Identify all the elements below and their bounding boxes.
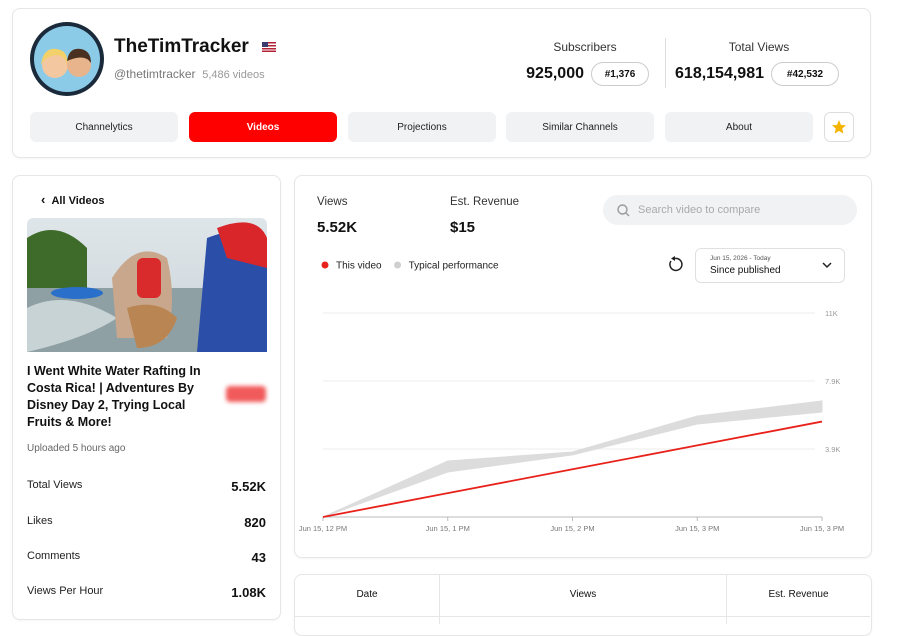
views-label: Total Views bbox=[728, 40, 790, 54]
favorite-button[interactable] bbox=[824, 112, 854, 142]
table-header: Views bbox=[569, 589, 597, 600]
summary-value: 5.52K bbox=[317, 219, 358, 236]
search-placeholder: Search video to compare bbox=[638, 204, 761, 216]
subscribers-value: 925,000 bbox=[526, 65, 584, 82]
subscribers-rank: #1,376 bbox=[591, 62, 649, 86]
date-picker[interactable]: Jun 15, 2026 - Today Since published bbox=[695, 248, 845, 283]
x-tick-label: Jun 15, 12 PM bbox=[299, 524, 347, 533]
chevron bbox=[822, 262, 832, 269]
divider bbox=[665, 38, 666, 88]
stat-label: Likes bbox=[27, 515, 53, 527]
chart-card bbox=[294, 175, 872, 558]
handle: @thetimtracker bbox=[114, 67, 196, 81]
nav-tab[interactable]: Videos bbox=[189, 112, 337, 142]
summary-label: Est. Revenue bbox=[450, 196, 520, 208]
stat-label: Views Per Hour bbox=[27, 585, 104, 597]
avatar bbox=[30, 22, 104, 96]
date-label: Since published bbox=[710, 265, 781, 276]
legend-marker bbox=[394, 261, 402, 269]
summary-value: $15 bbox=[450, 219, 476, 236]
chart: This video Typical performance 3.9K 7.9K 11K… bbox=[299, 261, 844, 534]
video-count: 5,486 videos bbox=[202, 69, 265, 81]
nav-tab[interactable]: Projections bbox=[348, 112, 496, 142]
reset-button[interactable] bbox=[667, 256, 683, 272]
y-tick-label: 3.9K bbox=[825, 445, 840, 454]
stat-label: Total Views bbox=[27, 479, 83, 491]
column-divider bbox=[439, 575, 440, 624]
stat-value: 820 bbox=[244, 515, 266, 530]
views-value: 618,154,981 bbox=[675, 65, 764, 82]
subscribers-label: Subscribers bbox=[553, 40, 617, 54]
badge bbox=[226, 386, 266, 402]
table-header: Date bbox=[356, 589, 378, 600]
video-title: I Went White Water Rafting In Costa Rica… bbox=[27, 364, 201, 429]
stat-value: 43 bbox=[251, 550, 266, 565]
back-link[interactable]: ‹ All Videos bbox=[41, 192, 105, 207]
x-tick-label: Jun 15, 2 PM bbox=[550, 524, 594, 533]
summary-label: Views bbox=[317, 196, 348, 208]
y-tick-label: 11K bbox=[825, 309, 838, 318]
nav-tab[interactable]: Similar Channels bbox=[506, 112, 654, 142]
table-header: Est. Revenue bbox=[768, 589, 829, 600]
nav-tab[interactable]: Channelytics bbox=[30, 112, 178, 142]
upload-time: Uploaded 5 hours ago bbox=[27, 443, 126, 454]
flag bbox=[262, 42, 276, 52]
row-divider bbox=[295, 616, 870, 617]
stat-value: 5.52K bbox=[231, 479, 266, 494]
views-rank: #42,532 bbox=[771, 62, 839, 86]
search-icon bbox=[617, 204, 630, 217]
x-tick-label: Jun 15, 1 PM bbox=[426, 524, 470, 533]
typical-band bbox=[322, 400, 823, 518]
stat-label: Comments bbox=[27, 550, 81, 562]
legend-marker bbox=[321, 261, 329, 269]
channel-handle: @thetimtracker 5,486 videos bbox=[114, 67, 265, 81]
stat-value: 1.08K bbox=[231, 585, 266, 600]
nav-tab[interactable]: About bbox=[665, 112, 813, 142]
channel-name: TheTimTracker bbox=[114, 36, 249, 57]
line bbox=[322, 420, 823, 518]
video-thumbnail bbox=[27, 218, 267, 352]
legend-label: Typical performance bbox=[409, 261, 499, 272]
column-divider bbox=[726, 575, 727, 624]
x-tick-label: Jun 15, 3 PM bbox=[675, 524, 719, 533]
legend-label: This video bbox=[336, 261, 382, 272]
search-box[interactable]: Search video to compare bbox=[603, 195, 857, 225]
back-text[interactable]: All Videos bbox=[51, 195, 105, 207]
x-tick-label: Jun 15, 3 PM bbox=[800, 524, 844, 533]
y-tick-label: 7.9K bbox=[825, 377, 840, 386]
table-card bbox=[294, 574, 872, 636]
date-range: Jun 15, 2026 - Today bbox=[710, 255, 771, 262]
